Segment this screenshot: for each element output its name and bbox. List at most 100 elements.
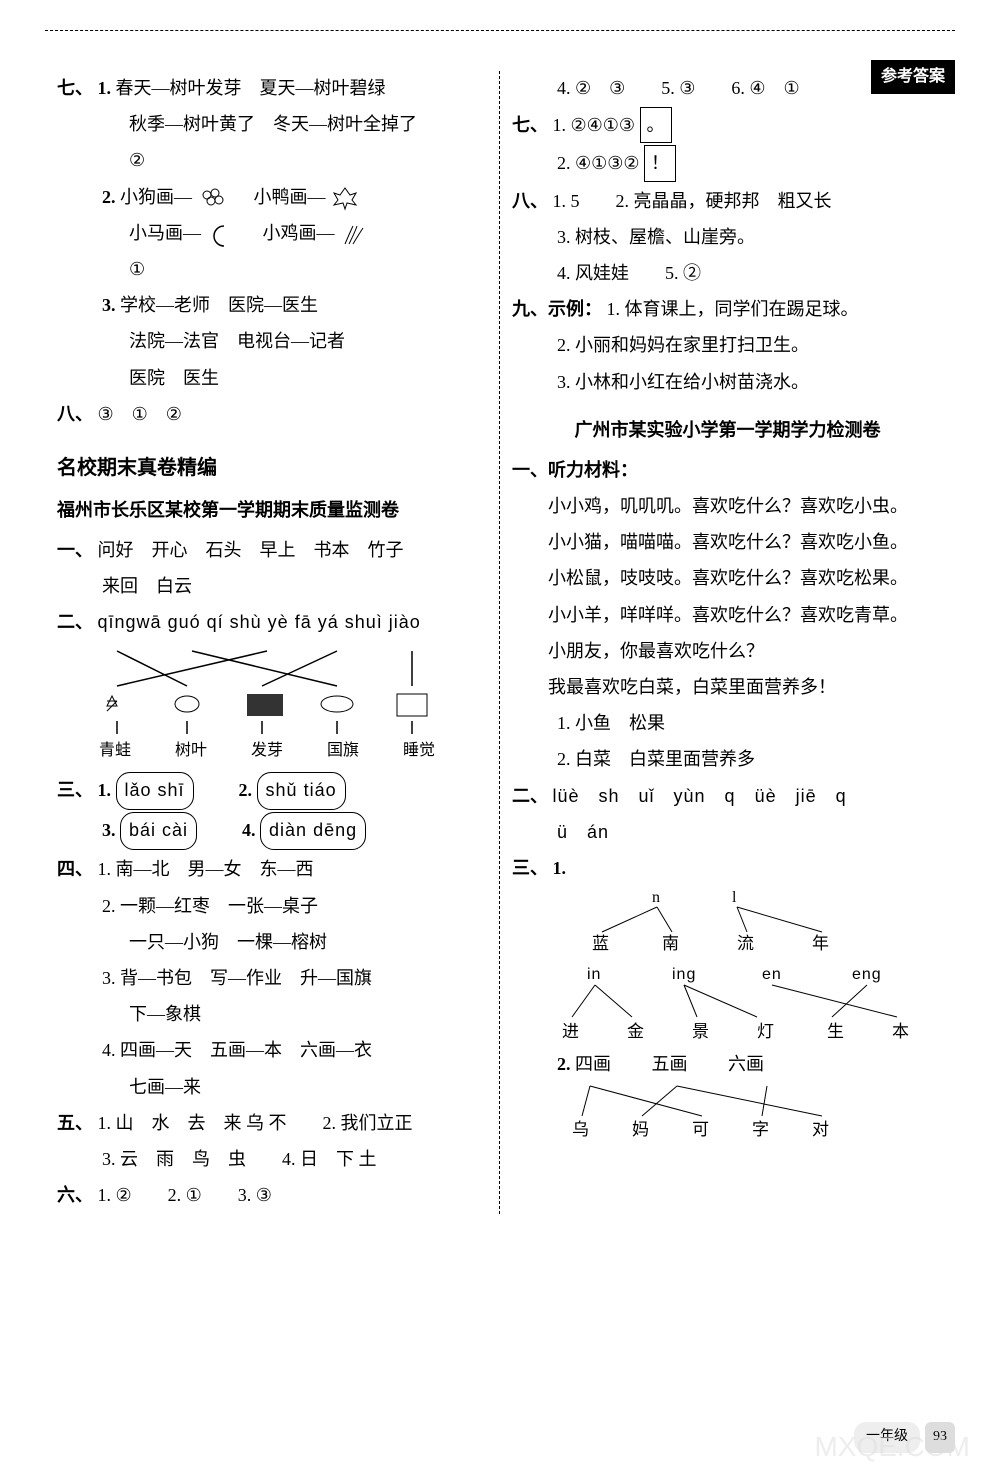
header-badge: 参考答案: [871, 60, 955, 94]
flower-icon: [197, 185, 227, 211]
p1-q4-2b: 一只—小狗 一棵—榕树: [57, 925, 487, 959]
q7-2a2: 小鸭画—: [254, 187, 326, 207]
p1-q4-3: 3. 背—书包 写—作业 升—国旗: [57, 961, 487, 995]
p2-q1-l1: 小小鸡，叽叽叽。喜欢吃什么？喜欢吃小虫。: [512, 489, 943, 523]
maple-icon: [330, 185, 360, 211]
p2-q2-label: 二、: [512, 786, 548, 806]
p2-q1-l6: 我最喜欢吃白菜，白菜里面营养多！: [512, 670, 943, 704]
svg-text:in: in: [587, 966, 601, 983]
svg-text:南: 南: [662, 934, 679, 953]
p1-q4-label: 四、: [57, 859, 93, 879]
top-divider: [45, 30, 955, 31]
q8: 八、 ③ ① ②: [57, 397, 487, 431]
svg-text:en: en: [762, 966, 782, 983]
svg-text:景: 景: [692, 1022, 709, 1041]
p1-q3-label: 三、: [57, 780, 93, 800]
q7-3b: 法院—法官 电视台—记者: [57, 324, 487, 358]
p1-q1a: 问好 开心 石头 早上 书本 竹子: [98, 540, 404, 560]
p1-q5-1: 五、 1. 山 水 去 来 乌 不 2. 我们立正: [57, 1106, 487, 1140]
footer-grade: 一年级: [854, 1422, 920, 1453]
matching-words: 青蛙 树叶 发芽 国旗 睡觉: [77, 736, 457, 766]
tree2-svg: 乌 妈 可 字 对: [532, 1083, 892, 1143]
q7-2b: 小马画— 小鸡画—: [57, 216, 487, 250]
svg-text:l: l: [732, 889, 737, 906]
matching-diagram: 青蛙 树叶 发芽 国旗 睡觉: [77, 646, 487, 766]
p1-q1-label: 一、: [57, 540, 93, 560]
left-column: 七、 1. 春天—树叶发芽 夏天—树叶碧绿 秋季—树叶黄了 冬天—树叶全掉了 ②…: [45, 71, 500, 1214]
p1-q2-pinyin: qīngwā guó qí shù yè fā yá shuì jiào: [98, 612, 421, 632]
circled-2: shǔ tiáo: [257, 772, 346, 810]
q7-3-num: 3.: [102, 295, 116, 315]
box-exclaim: ！: [644, 145, 676, 181]
p1-q4-4: 4. 四画—天 五画—本 六画—衣: [57, 1033, 487, 1067]
p2-q3-2: 2. 四画 五画 六画: [512, 1047, 943, 1081]
bamboo-icon: [339, 222, 369, 248]
p1-q5-3: 3. 云 雨 鸟 虫 4. 日 下 土: [57, 1142, 487, 1176]
q7-2a1: 小狗画—: [120, 187, 192, 207]
p1-q1b: 来回 白云: [57, 569, 487, 603]
svg-text:蓝: 蓝: [592, 934, 609, 953]
p1-q2-label: 二、: [57, 612, 93, 632]
q7-3a: 学校—老师 医院—医生: [120, 295, 318, 315]
r-q7-1: 七、 1. ②④①③ 。: [512, 107, 943, 143]
p1-q6-label: 六、: [57, 1185, 93, 1205]
svg-text:ing: ing: [672, 966, 696, 983]
svg-text:可: 可: [692, 1120, 709, 1139]
q7-1b: 秋季—树叶黄了 冬天—树叶全掉了: [57, 107, 487, 141]
p1-q4-1: 四、 1. 南—北 男—女 东—西: [57, 852, 487, 886]
p1-q2: 二、 qīngwā guó qí shù yè fā yá shuì jiào: [57, 605, 487, 639]
content-columns: 七、 1. 春天—树叶发芽 夏天—树叶碧绿 秋季—树叶黄了 冬天—树叶全掉了 ②…: [45, 71, 955, 1214]
svg-text:灯: 灯: [757, 1022, 774, 1041]
r-q8-4: 4. 风娃娃 5. ②: [512, 256, 943, 290]
box-period: 。: [640, 107, 672, 143]
tree1-svg: n l 蓝 南 流 年 in ing en eng 进 金 景 灯 生 本: [532, 887, 932, 1047]
q8-text: ③ ① ②: [98, 404, 182, 424]
svg-text:乌: 乌: [572, 1120, 589, 1139]
svg-text:进: 进: [562, 1022, 579, 1041]
p1-q3b: 3. bái cài 4. diàn dēng: [57, 812, 487, 850]
r-q9-3: 3. 小林和小红在给小树苗浇水。: [512, 365, 943, 399]
q7: 七、 1. 春天—树叶发芽 夏天—树叶碧绿: [57, 71, 487, 105]
r-q7-2: 2. ④①③② ！: [512, 145, 943, 181]
q7-3c: 医院 医生: [57, 361, 487, 395]
p2-q2b: ü án: [512, 815, 943, 849]
r-q9: 九、示例： 1. 体育课上，同学们在踢足球。: [512, 292, 943, 326]
p1-q1: 一、 问好 开心 石头 早上 书本 竹子: [57, 533, 487, 567]
svg-text:对: 对: [812, 1120, 829, 1139]
circled-3: bái cài: [120, 812, 197, 850]
circled-4: diàn dēng: [260, 812, 366, 850]
matching-svg: [77, 646, 457, 736]
p2-q1-l5: 小朋友，你最喜欢吃什么？: [512, 634, 943, 668]
q7-2c: ①: [57, 252, 487, 286]
p2-q1-a1: 1. 小鱼 松果: [512, 706, 943, 740]
svg-text:eng: eng: [852, 966, 882, 983]
svg-text:n: n: [652, 889, 660, 906]
r-q9-label: 九、示例：: [512, 299, 602, 319]
p2-q3-label: 三、: [512, 858, 548, 878]
p1-q3: 三、 1. lǎo shī 2. shǔ tiáo: [57, 772, 487, 810]
q7-1c: ②: [57, 143, 487, 177]
p1-q5-label: 五、: [57, 1113, 93, 1133]
r-q7-label: 七、: [512, 115, 548, 135]
q7-3: 3. 学校—老师 医院—医生: [57, 288, 487, 322]
q7-2b2: 小鸡画—: [263, 223, 335, 243]
svg-text:妈: 妈: [632, 1120, 649, 1139]
svg-text:本: 本: [892, 1022, 909, 1041]
r-q8-3: 3. 树枝、屋檐、山崖旁。: [512, 220, 943, 254]
q7-2b1: 小马画—: [129, 223, 201, 243]
svg-text:生: 生: [827, 1022, 844, 1041]
svg-text:金: 金: [627, 1022, 644, 1041]
r-q8-1: 八、 1. 5 2. 亮晶晶，硬邦邦 粗又长: [512, 184, 943, 218]
circled-1: lǎo shī: [116, 772, 194, 810]
paper2-title: 广州市某实验小学第一学期学力检测卷: [512, 413, 943, 447]
p2-q1-a2: 2. 白菜 白菜里面营养多: [512, 742, 943, 776]
r-q9-2: 2. 小丽和妈妈在家里打扫卫生。: [512, 328, 943, 362]
paper1-title: 福州市长乐区某校第一学期期末质量监测卷: [57, 493, 487, 527]
p2-q1-l4: 小小羊，咩咩咩。喜欢吃什么？喜欢吃青草。: [512, 598, 943, 632]
moon-icon: [206, 222, 236, 248]
p1-q4-3b: 下—象棋: [57, 997, 487, 1031]
p2-q2: 二、 lüè sh uǐ yùn q üè jiē q: [512, 779, 943, 813]
page-number: 93: [925, 1422, 955, 1453]
section-title: 名校期末真卷精编: [57, 449, 487, 487]
svg-text:字: 字: [752, 1120, 769, 1139]
